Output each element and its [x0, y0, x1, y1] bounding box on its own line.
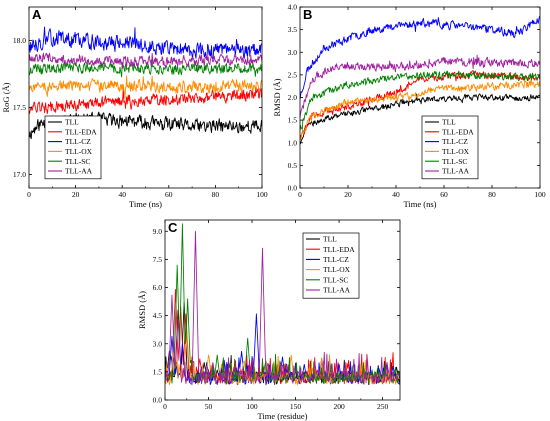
- legend-label: TLL-SC: [442, 157, 467, 166]
- x-tick-label: 250: [377, 402, 389, 411]
- series-line-tll: [300, 93, 540, 145]
- y-tick-label: 1.5: [288, 116, 298, 125]
- plot-frame: [164, 219, 401, 401]
- x-tick-label: 50: [205, 402, 213, 411]
- y-tick-label: 18.0: [13, 36, 26, 45]
- series-line-tll-cz: [29, 26, 262, 59]
- y-tick-label: 17.5: [13, 103, 26, 112]
- legend-label: TLL-OX: [323, 265, 351, 274]
- x-tick-label: 100: [246, 402, 258, 411]
- series-line-tll-ox: [165, 328, 400, 386]
- legend-box: [302, 232, 360, 299]
- y-tick-label: 3.0: [153, 339, 163, 348]
- x-tick-label: 200: [333, 402, 345, 411]
- legend-label: TLL-SC: [323, 275, 348, 284]
- y-axis-label: RMSD (Å): [137, 291, 147, 329]
- x-tick-label: 80: [212, 190, 220, 199]
- chart-panel-b: 0 20 40 60 80 100 0.0 0.5 1.0 1.5 2.0 2.5 3.0 3.5 4.0 T…: [272, 3, 546, 209]
- series-line-tll-eda: [29, 85, 262, 115]
- y-tick-label: 3.0: [288, 48, 298, 57]
- series-group: [29, 26, 262, 140]
- series-line-tll-aa: [300, 54, 540, 118]
- x-tick-label: 60: [165, 190, 173, 199]
- x-tick-label: 20: [344, 190, 352, 199]
- y-tick-label: 3.5: [288, 25, 298, 34]
- chart-panel-c: 0 50 100 150 200 250 0.0 1.5 3.0 4.5 6.0 7.5 9.0 Time…: [137, 219, 401, 421]
- panel-letter: C: [168, 220, 178, 235]
- series-line-tll-eda: [300, 70, 540, 140]
- x-axis-label: Time (ns): [129, 199, 162, 209]
- y-tick-label: 2.0: [288, 93, 298, 102]
- y-tick-label: 2.5: [288, 70, 298, 79]
- x-tick-label: 100: [534, 190, 546, 199]
- legend-label: TLL-CZ: [442, 137, 468, 146]
- panel-letter: A: [32, 7, 42, 22]
- legend-label: TLL: [323, 235, 337, 244]
- x-tick-label: 80: [488, 190, 496, 199]
- legend-label: TLL-AA: [442, 167, 470, 176]
- series-line-tll-cz: [300, 15, 540, 100]
- x-tick-label: 20: [72, 190, 80, 199]
- x-axis-label: Time (ns): [404, 199, 437, 209]
- legend-label: TLL: [442, 118, 456, 127]
- series-line-tll-ox: [300, 80, 540, 141]
- x-tick-label: 0: [27, 190, 31, 199]
- y-tick-label: 4.0: [288, 3, 298, 12]
- legend-label: TLL-CZ: [65, 137, 91, 146]
- x-tick-label: 100: [256, 190, 268, 199]
- y-tick-label: 9.0: [153, 227, 163, 236]
- series-line-tll-sc: [300, 70, 540, 131]
- legend-label: TLL-EDA: [323, 245, 355, 254]
- legend-label: TLL-SC: [65, 157, 90, 166]
- x-tick-label: 40: [392, 190, 400, 199]
- legend-label: TLL-AA: [323, 286, 351, 295]
- series-line-tll-sc: [29, 58, 262, 78]
- legend-label: TLL-AA: [65, 167, 93, 176]
- legend-box: [44, 115, 102, 180]
- chart-panel-a: 0 20 40 60 80 100 17.0 17.5 18.0 Time (ns) RoG (Å)…: [1, 6, 268, 209]
- y-tick-label: 1.0: [288, 138, 298, 147]
- y-tick-label: 6.0: [153, 283, 163, 292]
- y-tick-label: 0.0: [288, 184, 298, 193]
- x-tick-label: 0: [298, 190, 302, 199]
- y-tick-label: 17.0: [13, 170, 26, 179]
- y-axis-label: RoG (Å): [1, 82, 11, 112]
- series-group: [300, 15, 540, 145]
- y-axis-label: RMSD (Å): [272, 78, 282, 116]
- y-tick-label: 7.5: [153, 255, 163, 264]
- series-group: [165, 223, 400, 386]
- x-tick-label: 0: [163, 402, 167, 411]
- legend-label: TLL: [65, 118, 79, 127]
- x-tick-label: 150: [290, 402, 302, 411]
- legend-box: [421, 115, 479, 180]
- x-axis-label: Time (residue): [258, 411, 308, 421]
- legend-label: TLL-EDA: [65, 127, 97, 136]
- y-tick-label: 0.0: [153, 396, 163, 405]
- legend-label: TLL-CZ: [323, 255, 349, 264]
- series-line-tll-aa: [165, 230, 400, 385]
- panel-letter: B: [303, 7, 312, 22]
- series-line-tll-aa: [29, 52, 262, 69]
- series-line-tll-ox: [29, 75, 262, 99]
- x-tick-label: 60: [440, 190, 448, 199]
- y-tick-label: 0.5: [288, 161, 298, 170]
- legend-label: TLL-OX: [65, 147, 93, 156]
- legend-label: TLL-EDA: [442, 127, 474, 136]
- y-tick-label: 1.5: [153, 367, 163, 376]
- x-tick-label: 40: [118, 190, 126, 199]
- legend-label: TLL-OX: [442, 147, 470, 156]
- series-line-tll-sc: [165, 223, 400, 385]
- y-tick-label: 4.5: [153, 311, 163, 320]
